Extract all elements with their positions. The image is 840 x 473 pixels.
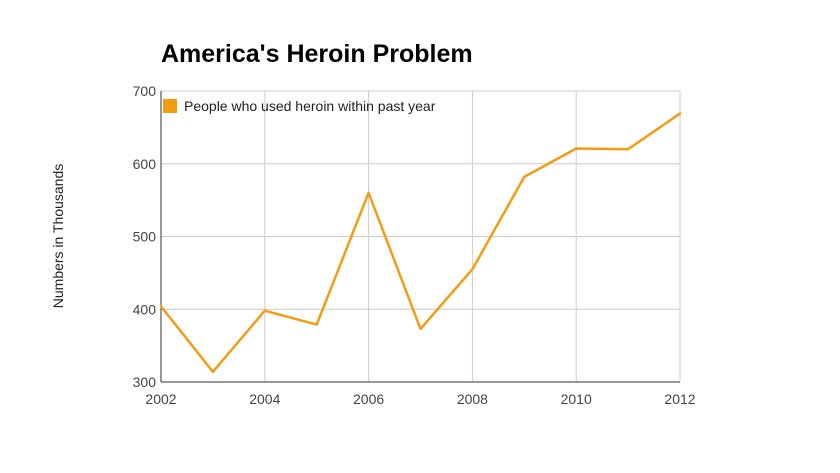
grid	[160, 90, 681, 383]
legend-swatch	[163, 99, 177, 113]
y-axis-label: Numbers in Thousands	[50, 164, 66, 308]
x-tick-label: 2012	[664, 391, 695, 407]
x-tick-label: 2002	[145, 391, 176, 407]
series-line	[159, 112, 682, 374]
data-point	[159, 304, 164, 309]
legend-label: People who used heroin within past year	[184, 98, 436, 114]
data-point	[418, 326, 423, 331]
data-point	[262, 308, 267, 313]
data-point	[626, 147, 631, 152]
y-tick-label: 600	[133, 156, 157, 172]
x-tick-label: 2008	[457, 391, 488, 407]
data-point	[522, 174, 527, 179]
y-tick-label: 300	[133, 374, 157, 390]
legend: People who used heroin within past year	[163, 98, 436, 114]
x-tick-label: 2004	[249, 391, 280, 407]
data-point	[314, 322, 319, 327]
y-tick-label: 400	[133, 301, 157, 317]
chart-title: America's Heroin Problem	[161, 40, 473, 68]
data-point	[574, 146, 579, 151]
axes: 300 400 500 600 700 2002 2004 2006 2008 2010 2012	[133, 83, 696, 407]
y-tick-label: 700	[133, 83, 157, 99]
x-tick-label: 2010	[561, 391, 592, 407]
data-point	[210, 369, 215, 374]
y-tick-label: 500	[133, 229, 157, 245]
data-point	[678, 111, 683, 116]
data-point	[470, 267, 475, 272]
series-layer	[159, 111, 683, 374]
data-point	[366, 190, 371, 195]
x-tick-label: 2006	[353, 391, 384, 407]
